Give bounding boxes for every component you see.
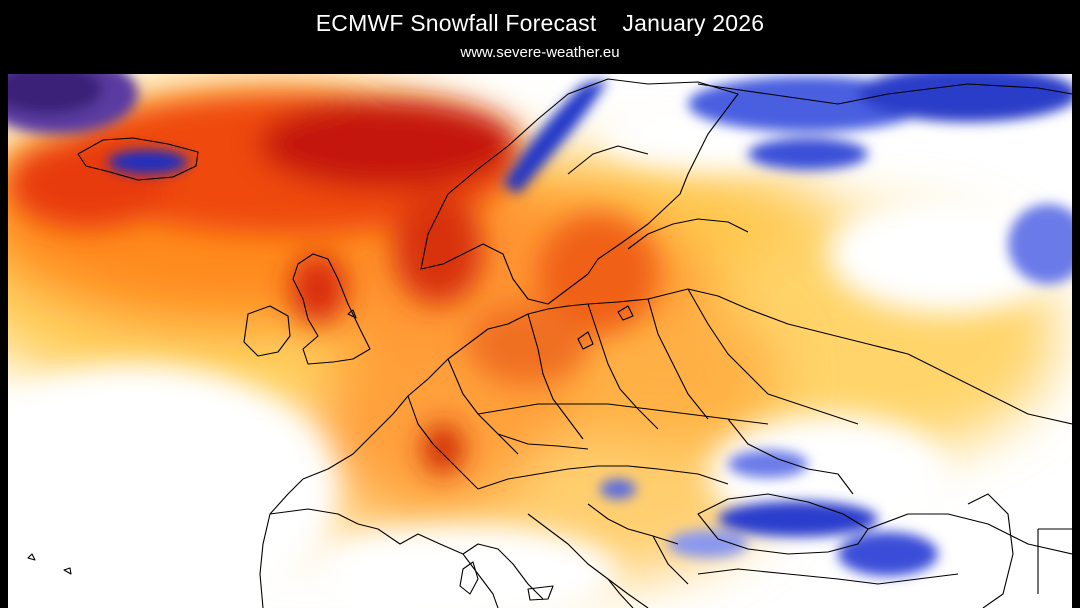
strong-deficit-layer — [8, 94, 658, 474]
coastlines-and-borders — [27, 78, 1072, 608]
model-title: ECMWF Snowfall Forecast — [315, 10, 597, 36]
snowfall-anomaly-map — [8, 74, 1072, 608]
header: ECMWF Snowfall Forecast January 2026 www.… — [0, 0, 1080, 74]
map-title: ECMWF Snowfall Forecast January 2026 — [0, 10, 1080, 37]
forecast-period: January 2026 — [622, 10, 765, 36]
source-url: www.severe-weather.eu — [460, 44, 620, 61]
surplus-layer — [8, 74, 1072, 576]
